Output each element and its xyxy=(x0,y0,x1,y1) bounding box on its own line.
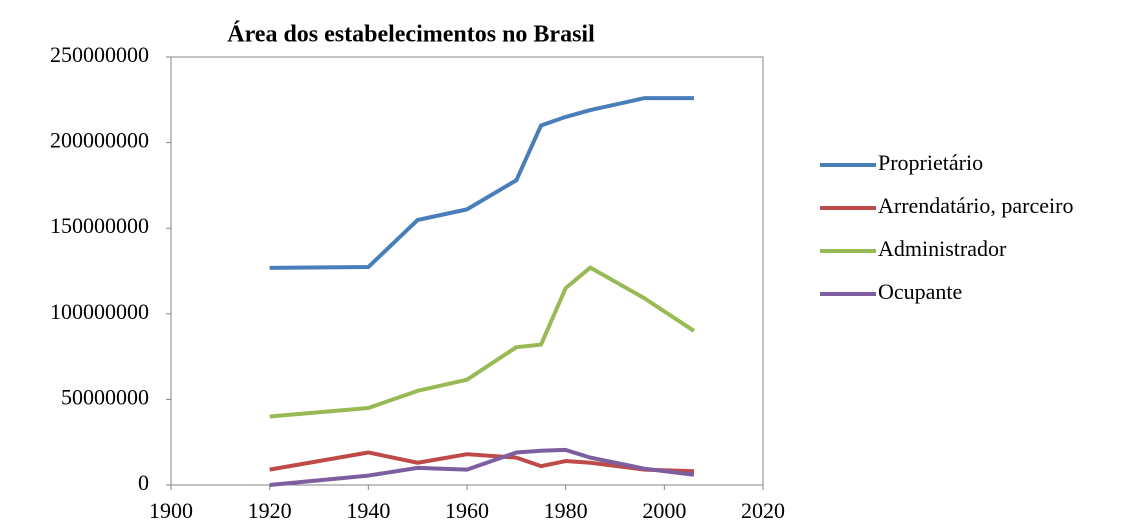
x-tick-label: 1980 xyxy=(544,498,588,523)
series-line xyxy=(269,96,694,270)
legend-label: Administrador xyxy=(878,236,1007,261)
series-line xyxy=(269,450,695,474)
x-tick-label: 1940 xyxy=(346,498,390,523)
series-line xyxy=(269,447,695,487)
y-tick-label: 100000000 xyxy=(50,299,149,324)
x-tick-label: 1920 xyxy=(248,498,292,523)
y-tick-label: 150000000 xyxy=(50,213,149,238)
chart-title: Área dos estabelecimentos no Brasil xyxy=(227,22,595,48)
x-tick-label: 2020 xyxy=(741,498,785,523)
legend-label: Arrendatário, parceiro xyxy=(878,193,1073,218)
x-tick-label: 2000 xyxy=(642,498,686,523)
series-line xyxy=(269,265,696,419)
y-tick-label: 250000000 xyxy=(50,42,149,67)
y-tick-label: 200000000 xyxy=(50,128,149,153)
x-tick-label: 1960 xyxy=(445,498,489,523)
x-tick-label: 1900 xyxy=(149,498,193,523)
legend-label: Ocupante xyxy=(878,279,962,304)
plot-frame xyxy=(170,56,764,486)
y-tick-label: 0 xyxy=(138,470,149,495)
legend-label: Proprietário xyxy=(878,150,983,175)
y-tick-label: 50000000 xyxy=(61,384,149,409)
